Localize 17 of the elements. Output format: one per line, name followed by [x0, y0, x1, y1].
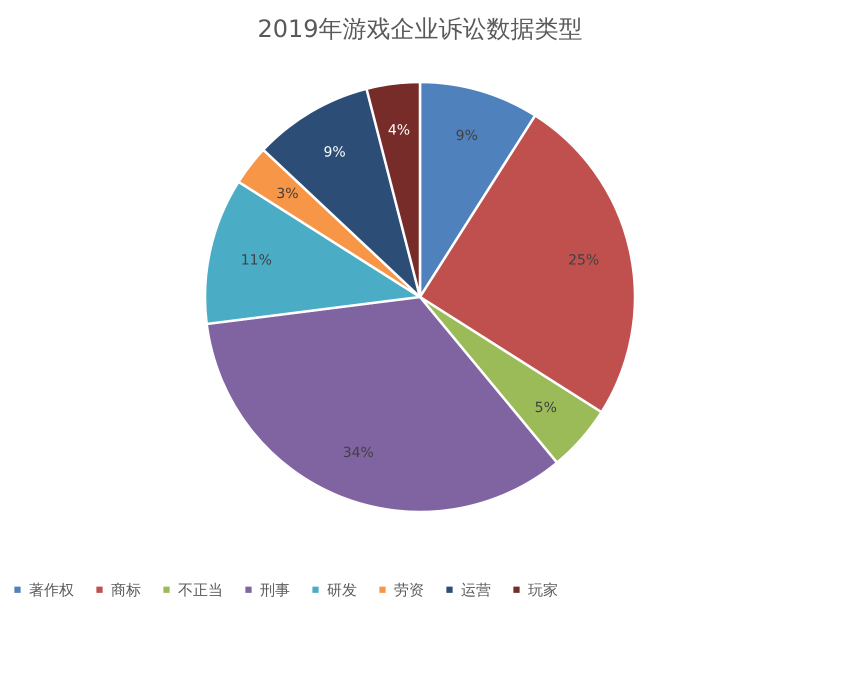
data-label: 4%	[388, 122, 410, 139]
data-label: 25%	[568, 252, 600, 268]
legend-label: 商标	[111, 580, 141, 599]
legend-label: 著作权	[29, 580, 74, 599]
data-label: 11%	[240, 252, 272, 268]
legend-label: 运营	[461, 580, 491, 599]
chart-title: 2019年游戏企业诉讼数据类型	[257, 15, 583, 43]
data-label: 3%	[276, 186, 299, 202]
legend-label: 玩家	[528, 580, 558, 599]
data-label: 5%	[534, 400, 557, 416]
legend-label: 劳资	[394, 580, 424, 599]
legend-label: 刑事	[260, 580, 290, 599]
legend-label: 不正当	[178, 580, 223, 599]
data-label: 34%	[342, 444, 374, 461]
data-label: 9%	[456, 128, 478, 144]
data-label: 9%	[324, 144, 346, 161]
legend-label: 研发	[327, 580, 357, 599]
